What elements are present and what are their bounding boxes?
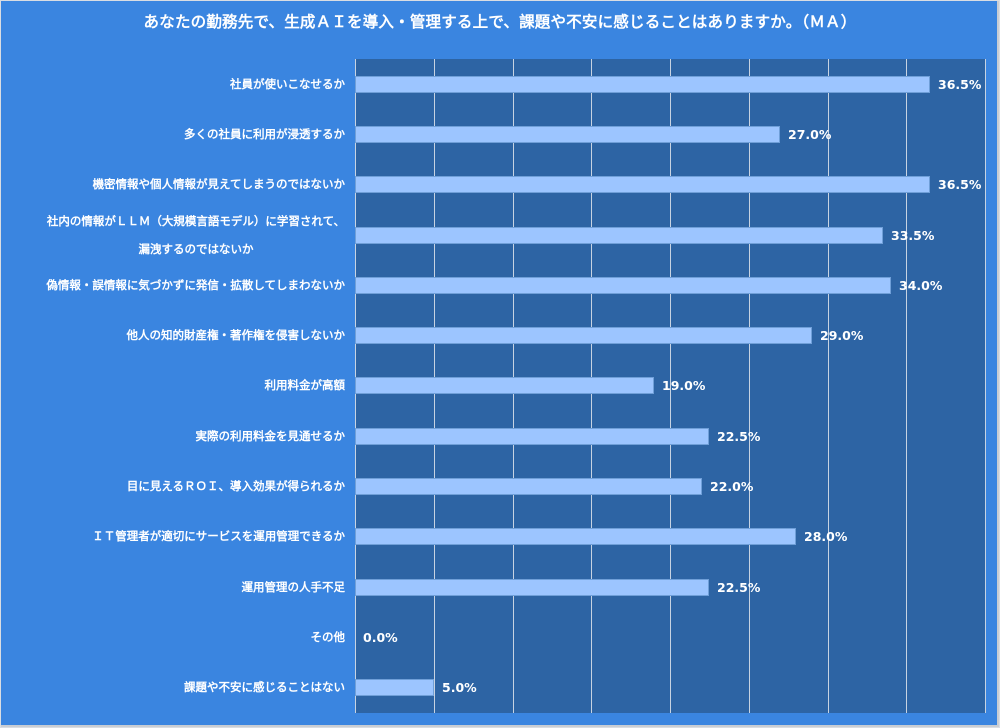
category-label: 利用料金が高額 xyxy=(264,378,346,392)
bar xyxy=(355,428,709,445)
data-label: 5.0% xyxy=(442,680,477,695)
chart-title: あなたの勤務先で、生成ＡＩを導入・管理する上で、課題や不安に感じることはあります… xyxy=(143,13,857,31)
category-label: 運用管理の人手不足 xyxy=(241,580,346,594)
bar xyxy=(355,327,812,344)
category-label: 社内の情報がＬＬＭ（大規模言語モデル）に学習されて、 漏洩するのではないか xyxy=(46,214,345,256)
bar xyxy=(355,227,883,244)
category-label: ＩＴ管理者が適切にサービスを運用管理できるか xyxy=(92,529,345,543)
data-label: 22.5% xyxy=(717,580,761,595)
data-label: 22.0% xyxy=(710,479,754,494)
data-label: 29.0% xyxy=(820,328,864,343)
bar xyxy=(355,478,702,495)
gridline xyxy=(828,59,829,713)
gridline xyxy=(906,59,907,713)
category-label: 課題や不安に感じることはない xyxy=(184,680,345,694)
category-label: 機密情報や個人情報が見えてしまうのではないか xyxy=(92,177,345,191)
data-label: 22.5% xyxy=(717,429,761,444)
data-label: 33.5% xyxy=(891,228,935,243)
gridline xyxy=(749,59,750,713)
bar xyxy=(355,176,930,193)
bar xyxy=(355,528,796,545)
data-label: 27.0% xyxy=(788,127,832,142)
data-label: 36.5% xyxy=(938,177,982,192)
category-label: 偽情報・誤情報に気づかずに発信・拡散してしまわないか xyxy=(46,278,345,292)
data-label: 36.5% xyxy=(938,77,982,92)
bar xyxy=(355,76,930,93)
plot-area: 36.5% 27.0% 36.5% 33.5% 34.0% 29.0% 19.0% 22.5%… xyxy=(355,59,986,713)
category-label: 社員が使いこなせるか xyxy=(230,77,345,91)
category-label: 多くの社員に利用が浸透するか xyxy=(184,127,345,141)
data-label: 19.0% xyxy=(662,378,706,393)
data-label: 28.0% xyxy=(804,529,848,544)
bar xyxy=(355,126,780,143)
bar xyxy=(355,579,709,596)
data-label: 0.0% xyxy=(363,630,398,645)
gridline xyxy=(670,59,671,713)
category-label: 目に見えるＲＯＩ、導入効果が得られるか xyxy=(126,479,345,493)
category-label: 他人の知的財産権・著作権を侵害しないか xyxy=(126,328,346,342)
gridline xyxy=(985,59,986,713)
bar xyxy=(355,679,434,696)
bar xyxy=(355,277,891,294)
data-label: 34.0% xyxy=(899,278,943,293)
bar xyxy=(355,377,654,394)
category-label: その他 xyxy=(310,630,346,644)
category-label: 実際の利用料金を見通せるか xyxy=(195,429,346,443)
